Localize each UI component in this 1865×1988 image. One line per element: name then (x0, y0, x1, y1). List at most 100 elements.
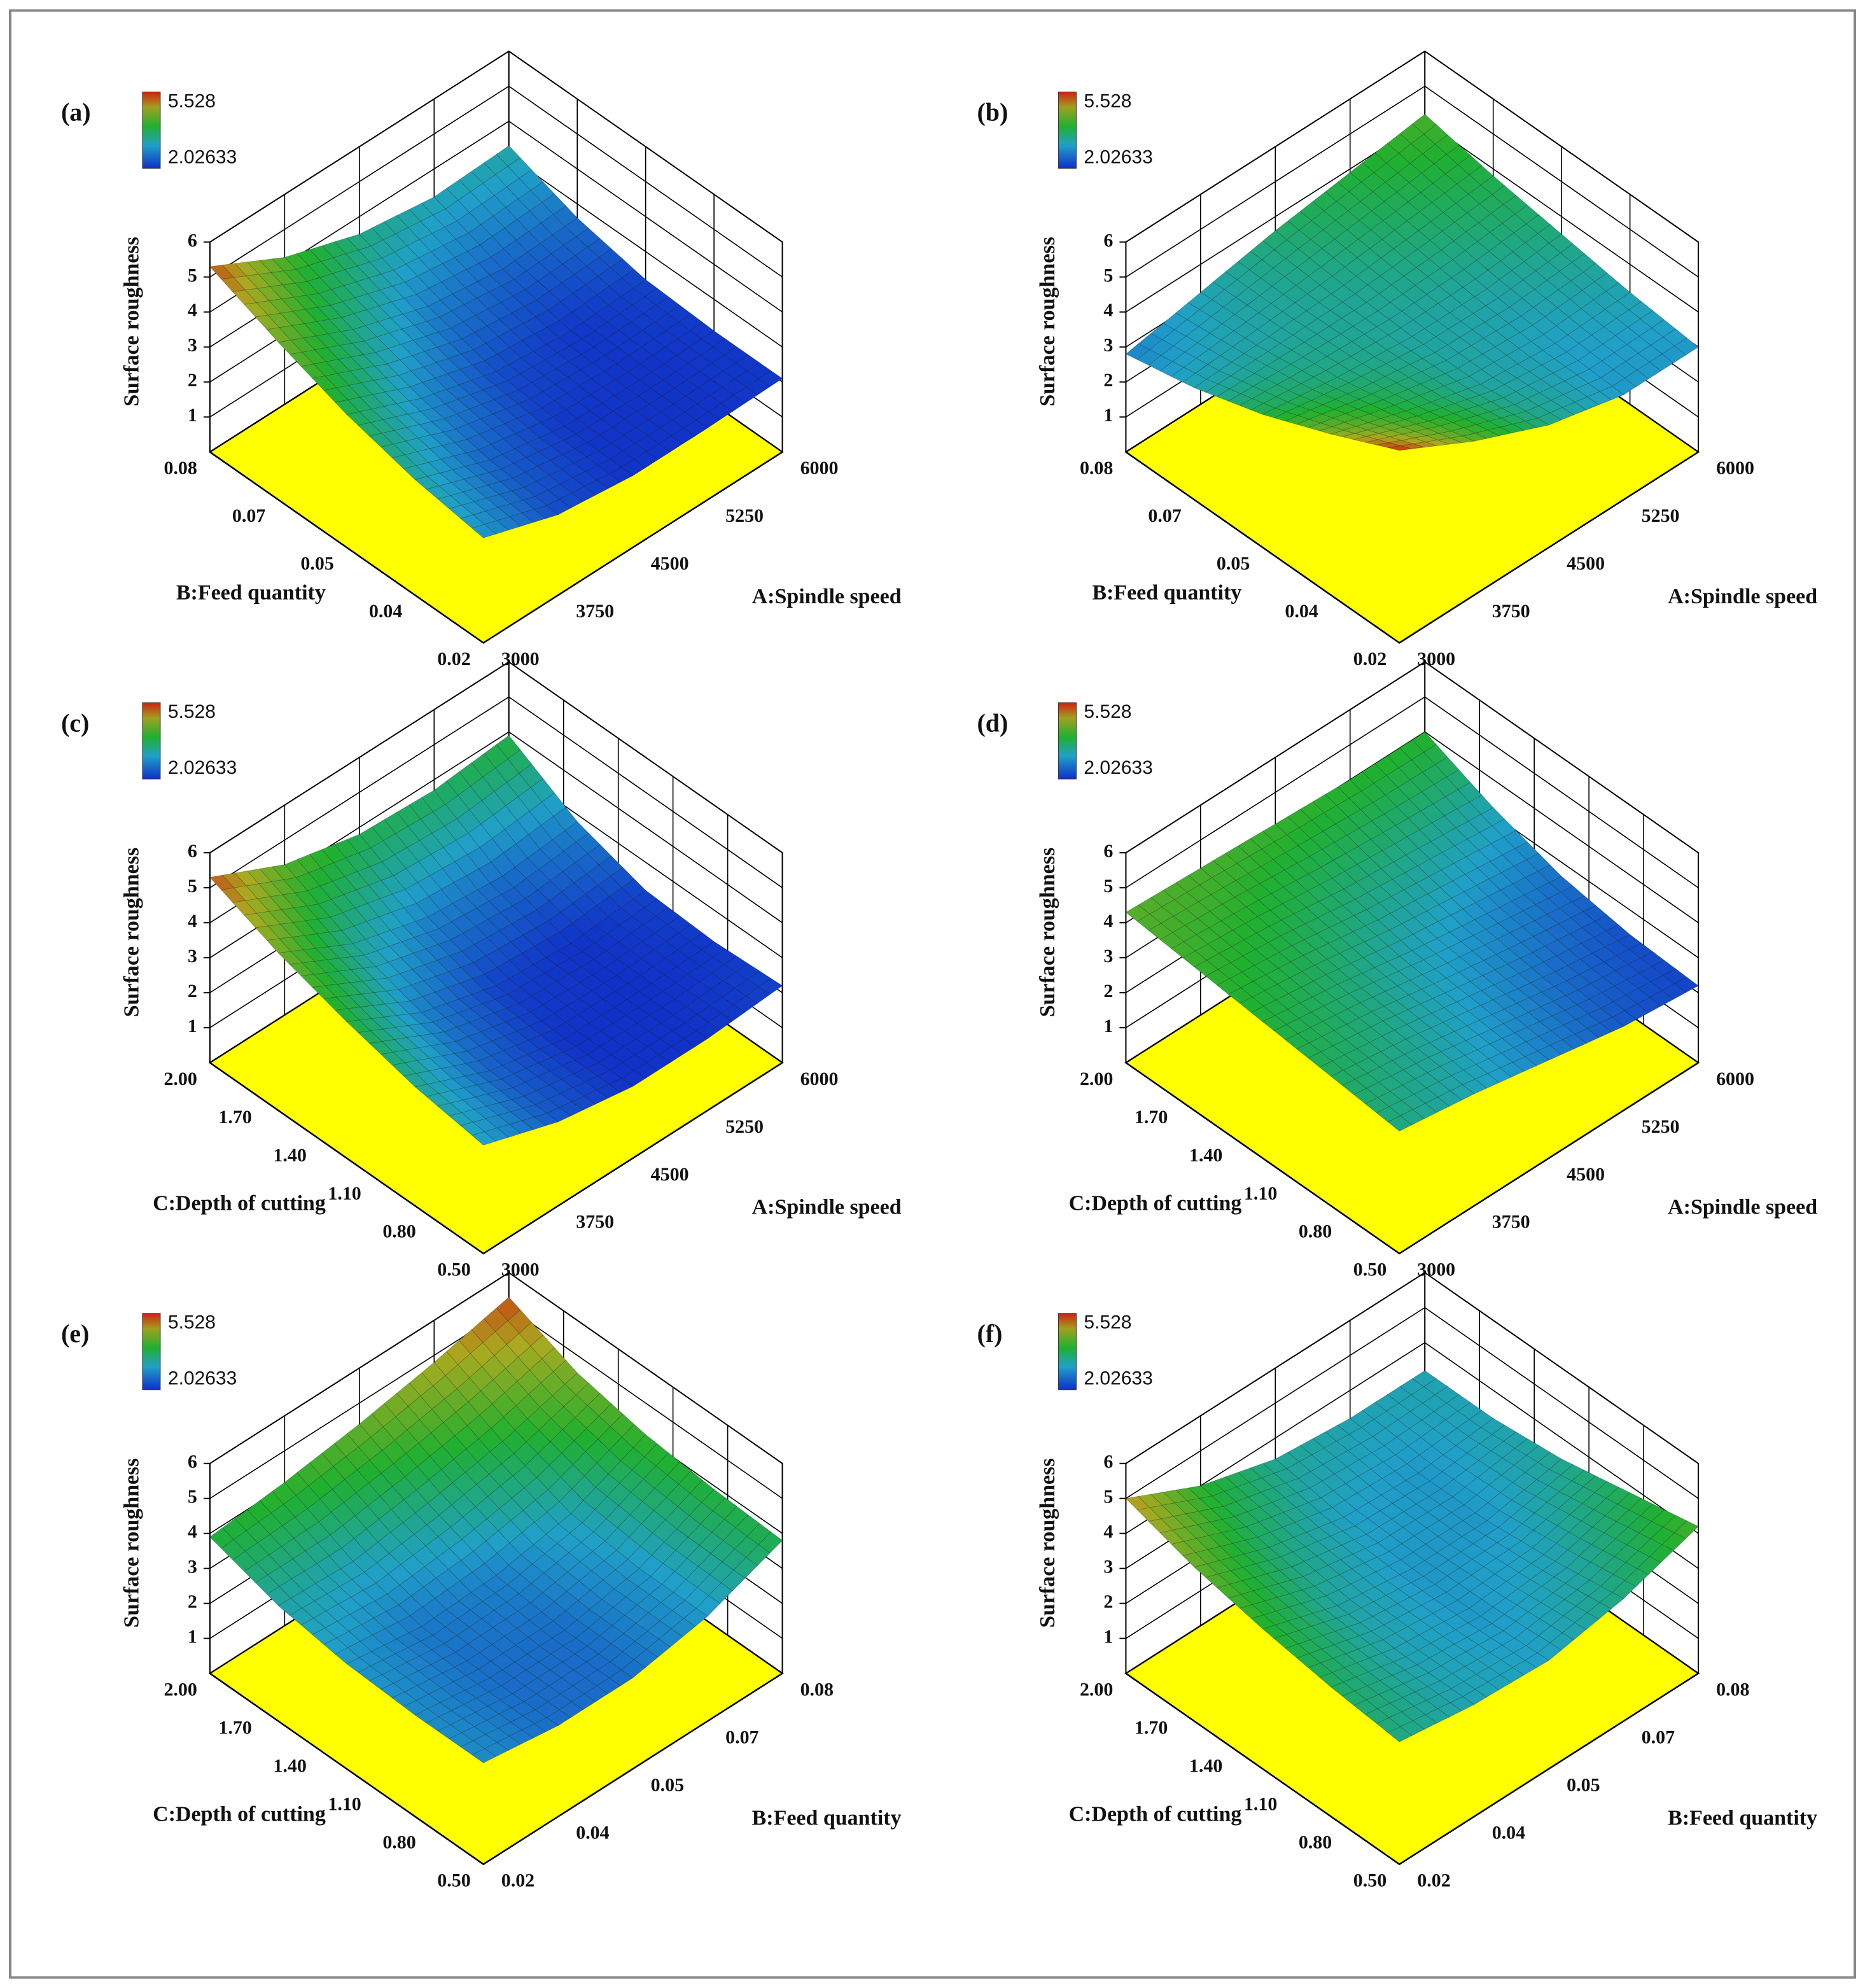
surface-patch (1582, 263, 1608, 283)
surface-patch (575, 426, 601, 444)
surface-patch (1392, 258, 1417, 277)
z-tick-label: 3 (188, 1557, 197, 1578)
x-tick-label: 0.07 (1642, 1726, 1675, 1747)
surface-patch (279, 311, 305, 326)
surface-patch (1509, 298, 1534, 317)
surface-patch (629, 330, 655, 348)
surface-patch (1567, 326, 1592, 344)
surface-patch (406, 424, 431, 438)
surface-patch (733, 386, 758, 404)
surface-patch (1296, 419, 1322, 428)
surface-patch (1341, 310, 1366, 327)
surface-patch (1388, 445, 1412, 451)
colorbar-min: 2.02633 (168, 146, 237, 167)
colorbar-max: 5.528 (1084, 1312, 1131, 1333)
surface-patch (503, 418, 529, 434)
floor-front-edge (1125, 451, 1699, 644)
surface-patch (384, 811, 409, 834)
surface-patch (1532, 316, 1557, 335)
surface-patch (1171, 367, 1196, 382)
surface-patch (538, 445, 563, 461)
surface-patch (291, 323, 316, 339)
surface-patch (559, 311, 584, 332)
surface-patch (1334, 393, 1360, 405)
surface-patch (1561, 402, 1587, 416)
x-tick-label: 0.05 (1567, 1774, 1600, 1795)
surface-patch (1380, 248, 1406, 268)
surface-patch (505, 198, 530, 220)
z-tick-label: 1 (188, 1016, 197, 1037)
surface-patch (1599, 386, 1624, 400)
y-tick-label: 0.50 (1353, 1870, 1387, 1891)
grid-line (209, 696, 783, 888)
y-axis-title: C:Depth of cutting (1069, 1802, 1242, 1826)
y-tick-label: 1.70 (1135, 1107, 1168, 1128)
surface-patch (358, 848, 383, 867)
surface-patch (1431, 386, 1456, 398)
surface-patch (1416, 240, 1442, 260)
surface-patch (458, 191, 482, 213)
surface-patch (1512, 411, 1539, 422)
surface-patch (620, 459, 646, 476)
surface-patch (641, 321, 667, 339)
z-tick-label: 2 (1103, 981, 1113, 1002)
surface-patch (1369, 239, 1394, 258)
surface-patch (709, 387, 734, 404)
surface-patch (554, 377, 580, 394)
colorbar-min: 2.02633 (1084, 1368, 1152, 1389)
z-tick-label: 4 (188, 1522, 197, 1543)
surface-patch (576, 410, 601, 428)
x-tick-label: 5250 (725, 1116, 764, 1137)
surface-patch (559, 477, 585, 493)
surface-patch (666, 932, 691, 951)
z-tick-label: 3 (188, 335, 197, 356)
surface-patch (487, 912, 512, 931)
y-tick-label: 0.04 (1285, 601, 1318, 622)
surface-patch (484, 520, 509, 535)
surface-patch (1299, 389, 1325, 401)
surface-patch (1208, 339, 1234, 356)
z-tick-label: 1 (188, 1627, 197, 1648)
surface-patch (1515, 385, 1540, 399)
x-tick-label: 5250 (725, 505, 764, 526)
surface-patch (479, 838, 504, 863)
colorbar-max: 5.528 (168, 1312, 216, 1333)
x-axis-title: B:Feed quantity (1668, 1806, 1817, 1830)
x-tick-label: 6000 (1716, 458, 1754, 479)
surface-patch (524, 909, 548, 928)
z-tick-label: 3 (188, 946, 197, 967)
y-tick-label: 0.07 (1148, 505, 1181, 526)
z-tick-label: 1 (1103, 1627, 1113, 1648)
surface-patch (521, 508, 547, 523)
surface-patch (572, 471, 597, 487)
z-tick-label: 4 (1103, 911, 1113, 932)
x-axis-title: A:Spindle speed (1668, 585, 1817, 608)
surface-patch (515, 834, 541, 859)
surface-patch (471, 524, 497, 538)
x-axis-title: A:Spindle speed (752, 585, 902, 608)
surface-patch (449, 491, 475, 506)
z-tick-label: 5 (188, 1487, 197, 1508)
z-axis-title: Surface roughness (1036, 1458, 1059, 1627)
surface-patch (633, 451, 659, 468)
colorbar (142, 91, 161, 169)
surface-patch (419, 421, 444, 436)
colorbar-min: 2.02633 (1084, 146, 1152, 167)
surface-patch (1490, 204, 1516, 224)
surface-patch (1512, 421, 1537, 431)
surface-patch (451, 304, 477, 323)
surface-patch (1502, 391, 1528, 405)
surface-patch (1537, 412, 1562, 426)
surface-patch (1262, 408, 1287, 418)
x-tick-label: 3000 (501, 648, 540, 669)
x-tick-label: 3750 (576, 601, 614, 622)
z-axis-title: Surface roughness (120, 848, 144, 1017)
y-axis-title: C:Depth of cutting (153, 1802, 326, 1826)
z-tick-label: 5 (188, 876, 197, 897)
surface-patch (1474, 430, 1500, 439)
y-tick-label: 0.02 (1353, 648, 1387, 669)
surface-patch (482, 385, 507, 400)
surface-patch (504, 820, 529, 844)
z-tick-label: 5 (1103, 1487, 1113, 1508)
